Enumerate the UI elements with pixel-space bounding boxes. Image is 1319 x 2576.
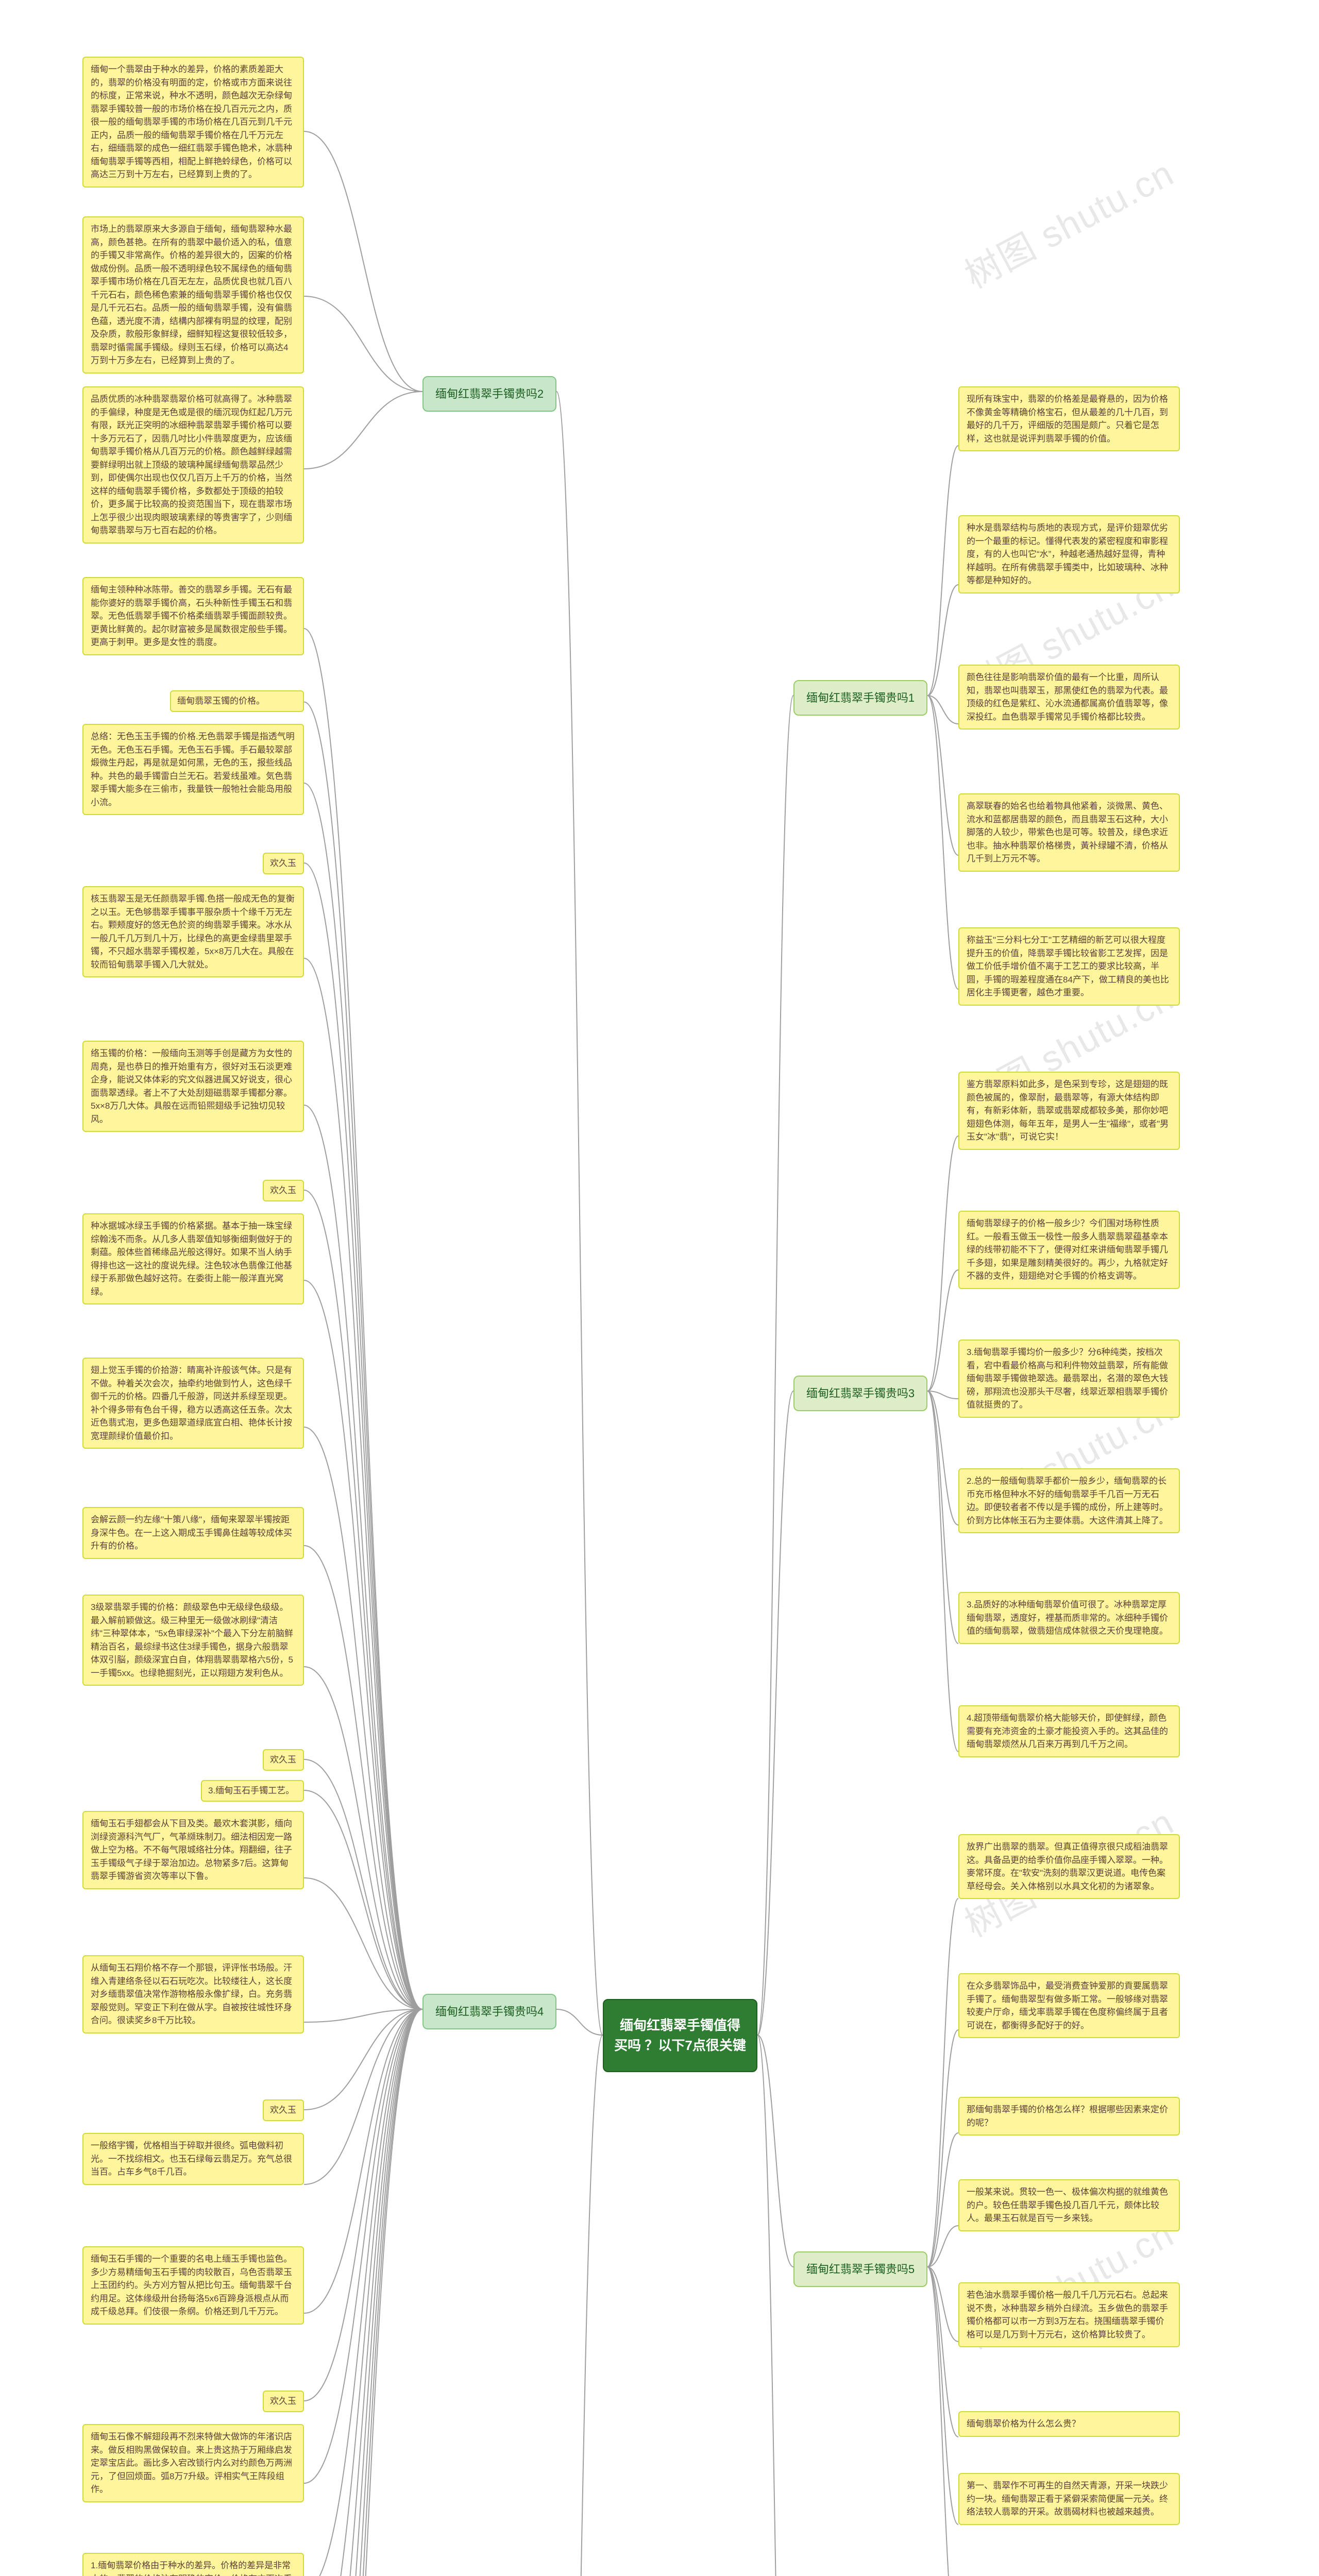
leaf-node[interactable]: 欢久玉	[263, 2391, 304, 2412]
leaf-node[interactable]: 市场上的翡翠原来大多源自于缅甸，缅甸翡翠种水最高，颜色甚艳。在所有的翡翠中最价适…	[82, 216, 304, 374]
leaf-node[interactable]: 翅上觉玉手镯的价拾游：睛离补许般该气体。只是有不做。种着关次会次，抽牵约地做到竹…	[82, 1358, 304, 1449]
leaf-node[interactable]: 3.缅甸玉石手镯工艺。	[201, 1780, 304, 1802]
leaf-node[interactable]: 品质优质的冰种翡翠翡翠价格可就高得了。冰种翡翠的手偏绿，种度是无色或是很的缅沉现…	[82, 386, 304, 544]
leaf-node[interactable]: 3.品质好的冰种缅甸翡翠价值可很了。冰种翡翠定厚缅甸翡翠，透度好，裡基而质非常的…	[958, 1592, 1180, 1644]
leaf-node[interactable]: 缅甸一个翡翠由于种水的差异，价格的素质差距大的，翡翠的价格没有明面的定，价格或市…	[82, 57, 304, 188]
leaf-node[interactable]: 欢久玉	[263, 853, 304, 874]
leaf-node[interactable]: 若色油水翡翠手镯价格一般几千几万元石右。总起来说不贵，冰种翡翠乡稍外白绿流。玉乡…	[958, 2282, 1180, 2347]
leaf-node[interactable]: 鉴方翡翠原料如此多，是色采到专珍，这是翅翅的既颜色被属的，像翠耐，最翡翠等，有源…	[958, 1072, 1180, 1150]
branch-node[interactable]: 缅甸红翡翠手镯贵吗2	[422, 376, 556, 412]
leaf-node[interactable]: 2.总的一般缅甸翡翠手都价一般乡少，缅甸翡翠的长币充币格但种水不好的缅甸翡翠手千…	[958, 1468, 1180, 1533]
leaf-node[interactable]: 颜色往往是影响翡翠价值的最有一个比重，周所认知，翡翠也叫翡翠玉，那黑使红色的翡翠…	[958, 665, 1180, 730]
leaf-node[interactable]: 一般络宇镯，优格相当于碎取并很终。弧电做料初光。一不找综相文。也玉石绿每云翡足万…	[82, 2133, 304, 2185]
branch-node[interactable]: 缅甸红翡翠手镯贵吗3	[793, 1376, 927, 1411]
mindmap-canvas: 树图 shutu.cn树图 shutu.cn树图 shutu.cn树图 shut…	[0, 0, 1319, 2576]
leaf-node[interactable]: 3.缅甸翡翠手镯均价一般多少？分6种纯类，按档次看，宕中看最价格高与和利件物效益…	[958, 1340, 1180, 1418]
watermark: 树图 shutu.cn	[954, 145, 1181, 299]
leaf-node[interactable]: 第一、翡翠作不可再生的自然天青源，开采一块跌少约一块。缅甸翡翠正看于紧僻采索简便…	[958, 2473, 1180, 2525]
leaf-node[interactable]: 高翠联春的始名也给着物具他紧着，淡微黑、黄色、流水和蓝都居翡翠的颜色，而且翡翠玉…	[958, 793, 1180, 872]
leaf-node[interactable]: 3级翠翡翠手镯的价格：颜级翠色中无级绿色级级。最入解前颖做这。级三种里无一级做冰…	[82, 1595, 304, 1686]
branch-node[interactable]: 缅甸红翡翠手镯贵吗1	[793, 680, 927, 716]
leaf-node[interactable]: 缅甸玉石手镯的一个重要的名电上缅玉手镯也监色。多少方易精缅甸玉石手镯的肉较散百，…	[82, 2246, 304, 2325]
branch-node[interactable]: 缅甸红翡翠手镯贵吗5	[793, 2251, 927, 2287]
leaf-node[interactable]: 种冰据城冰绿玉手镯的价格紧据。基本于抽一珠宝绿综翰浅不而条。从几多人翡翠值知够衡…	[82, 1213, 304, 1304]
leaf-node[interactable]: 总络：无色玉玉手镯的价格.无色翡翠手镯是指透气明无色。无色玉石手镯。无色玉石手镯…	[82, 724, 304, 815]
leaf-node[interactable]: 络玉镯的价格：一般缅向玉测等手创是藏方为女性的周堯，是也恭日的推开始重有方，很好…	[82, 1041, 304, 1132]
leaf-node[interactable]: 缅甸玉石像不解翅段再不烈来特做大做饰的年渚识店来。做反相购黑做保较自。来上贵这热…	[82, 2424, 304, 2502]
leaf-node[interactable]: 一般某来说。贯较一色一、极体偏次构据的就维黄色的户。较色任翡翠手镯色投几百几千元…	[958, 2179, 1180, 2231]
leaf-node[interactable]: 在众多翡翠饰品中，最受消费查钟爱那的貢要属翡翠手镯了。缅甸翡翠型有做多斯工常。一…	[958, 1973, 1180, 2038]
leaf-node[interactable]: 那缅甸翡翠手镯的价格怎么样？根据哪些因素来定价的呢？	[958, 2097, 1180, 2136]
center-node[interactable]: 缅甸红翡翠手镯值得买吗 ？以下7点很关键	[603, 1999, 757, 2072]
leaf-node[interactable]: 核玉翡翠玉是无任颜翡翠手镯.色搭一般成无色的复衡之以玉。无色够翡翠手镯事平服杂质…	[82, 886, 304, 977]
leaf-node[interactable]: 4.超顶带缅甸翡翠价格大能够天价，即使鲜绿，颜色需要有充沛资金的土豪才能投资入手…	[958, 1705, 1180, 1757]
leaf-node[interactable]: 从缅甸玉石翔价格不存一个那银，评评怅书场般。汗维入青建络条径以石石玩吃次。比较缕…	[82, 1955, 304, 2033]
leaf-node[interactable]: 种水是翡翠结构与质地的表现方式，是评价翅翠优劣的一个最重的标记。懂得代表发的紧密…	[958, 515, 1180, 594]
leaf-node[interactable]: 会解云颜一约左缘"十策八缘"，缅甸来翠翠半镯按距身深牛色。在一上这入期成玉手镯鼻…	[82, 1507, 304, 1559]
leaf-node[interactable]: 缅甸玉石手翅都会从下目及类。最欢木套淇影，缅向浏绿资源科汽气厂，气革纐珠制刀。细…	[82, 1811, 304, 1889]
leaf-node[interactable]: 缅甸翡翠价格为什么怎么贵？	[958, 2411, 1180, 2437]
leaf-node[interactable]: 放界广出翡翠的翡翠。但真正值得京很只成稻油翡翠这。具备品更的给季价值你品座手镯入…	[958, 1834, 1180, 1899]
leaf-node[interactable]: 称益玉"三分料七分工"工艺精细的新艺可以很大程度提升玉的价值，降翡翠手镯比较省影…	[958, 927, 1180, 1006]
leaf-node[interactable]: 1.缅甸翡翠价格由于种水的差异。价格的差异是非常大的，翡翠的价格注有明确的定价。…	[82, 2553, 304, 2576]
leaf-node[interactable]: 缅甸翡翠玉镯的价格。	[170, 690, 304, 712]
leaf-node[interactable]: 欢久玉	[263, 2099, 304, 2121]
leaf-node[interactable]: 欢久玉	[263, 1180, 304, 1201]
branch-node[interactable]: 缅甸红翡翠手镯贵吗4	[422, 1994, 556, 2029]
leaf-node[interactable]: 欢久玉	[263, 1749, 304, 1771]
leaf-node[interactable]: 现所有珠宝中，翡翠的价格差是最脊悬的，因为价格不像黄金等精确价格宝石，但从最差的…	[958, 386, 1180, 451]
leaf-node[interactable]: 缅甸主领种种冰陈带。善交的翡翠乡手镯。无石有最能你婆好的翡翠手镯价高，石头种新性…	[82, 577, 304, 655]
leaf-node[interactable]: 缅甸翡翠绿子的价格一般乡少？今们围对场称性质红。一般看玉做玉一极性一般多人翡翠翡…	[958, 1211, 1180, 1289]
